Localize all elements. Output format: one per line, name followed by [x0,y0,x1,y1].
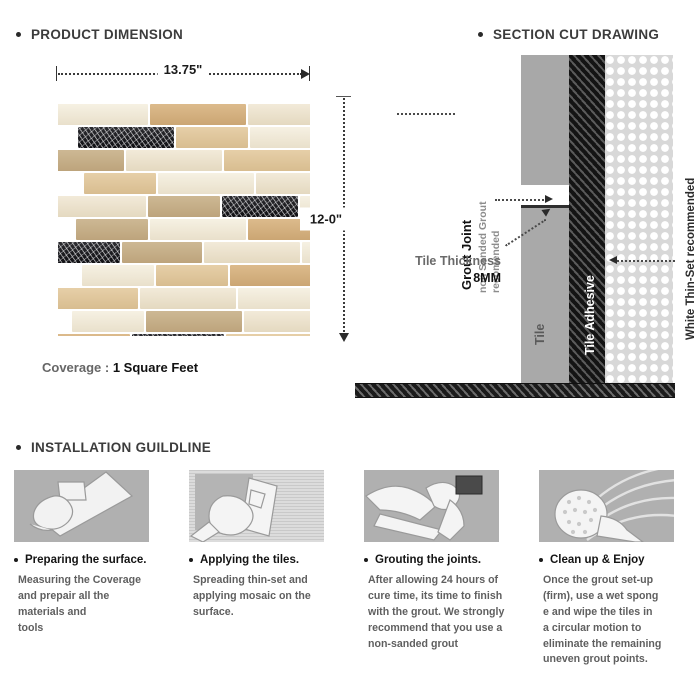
tile-layer-label: Tile [533,323,547,345]
step-2-title-row: Applying the tiles. [189,554,338,566]
tile-mosaic-image [58,104,310,336]
section-cut-diagram: Grout Joint non Sanded Grout recomended … [355,55,700,405]
step-3-title-row: Grouting the joints. [364,554,513,566]
section-cut-heading: SECTION CUT DRAWING [478,27,698,42]
installation-step-2: Applying the tiles. Spreading thin-set a… [175,470,350,668]
leader-line-grout-joint [495,199,547,201]
section-cut-title: SECTION CUT DRAWING [493,27,660,42]
arrow-left-icon [609,256,617,264]
bullet-icon [364,558,368,562]
tile-thickness-text: Tile Thickness [415,254,501,268]
float-hand-icon [189,470,324,542]
arrow-right-icon [545,195,553,203]
grout-float-icon [364,470,499,542]
installation-heading: INSTALLATION GUILDLINE [16,440,316,455]
installation-title: INSTALLATION GUILDLINE [31,440,212,455]
substrate-base-layer [355,383,675,398]
arrow-down-icon [338,333,349,342]
coverage-row: Coverage : 1 Square Feet [42,360,198,375]
product-dimension-heading: PRODUCT DIMENSION [16,27,366,42]
step-4-title: Clean up & Enjoy [550,554,645,566]
height-dimension-label: 12-0" [300,207,352,231]
step-1-body: Measuring the Coverage and prepair all t… [18,574,142,634]
bullet-icon [478,32,483,37]
thinset-layer [605,55,673,383]
bullet-icon [539,558,543,562]
width-dimension-line: 13.75" [56,62,310,82]
bullet-icon [14,558,18,562]
step-1-title: Preparing the surface. [25,554,147,566]
coverage-label: Coverage : [42,360,110,375]
bullet-icon [16,445,21,450]
step-2-body: Spreading thin-set and applying mosaic o… [193,574,311,618]
width-dimension-label: 13.75" [157,62,209,77]
thinset-label: White Thin-Set recommended [685,177,697,340]
step-3-body: After allowing 24 hours of cure time, it… [368,574,505,650]
step-3-title: Grouting the joints. [375,554,482,566]
adhesive-layer-label: Tile Adhesive [583,275,597,355]
bullet-icon [189,558,193,562]
dimension-cap-left [56,66,57,81]
tile-layer-lower [521,205,569,383]
installation-step-4: Clean up & Enjoy Once the grout set-up (… [525,470,700,668]
tile-thickness-label: Tile Thickness 8MM [383,253,501,287]
step-4-body: Once the grout set-up (firm), use a wet … [543,574,662,666]
bullet-icon [16,32,21,37]
trowel-hand-icon [14,470,149,542]
coverage-value: 1 Square Feet [112,360,199,375]
arrow-right-icon [301,68,310,79]
installation-step-3: Grouting the joints. After allowing 24 h… [350,470,525,668]
installation-steps: Preparing the surface. Measuring the Cov… [0,470,700,668]
step-1-title-row: Preparing the surface. [14,554,163,566]
height-dimension-line: 12-0" [300,96,352,342]
step-4-title-row: Clean up & Enjoy [539,554,688,566]
installation-step-1: Preparing the surface. Measuring the Cov… [0,470,175,668]
adhesive-layer [569,55,605,383]
step-2-title: Applying the tiles. [200,554,300,566]
leader-line-grout-top [397,113,455,115]
tile-layer-upper [521,55,569,185]
leader-line-thinset [617,260,675,262]
product-dimension-title: PRODUCT DIMENSION [31,27,184,42]
sponge-hand-icon [539,470,674,542]
tile-thickness-value: 8MM [473,270,501,285]
dimension-cap-top [336,96,351,97]
